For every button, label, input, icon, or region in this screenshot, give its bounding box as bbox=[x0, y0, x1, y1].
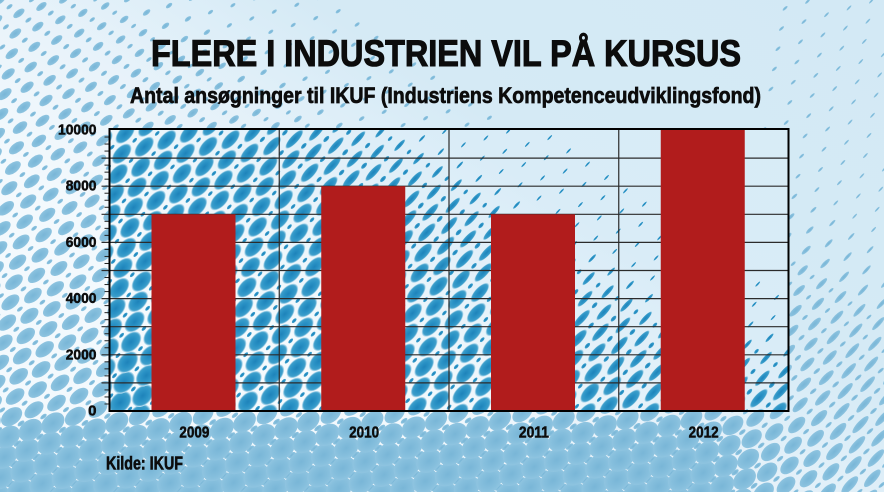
svg-text:2011: 2011 bbox=[519, 425, 549, 442]
svg-text:2012: 2012 bbox=[689, 425, 719, 442]
svg-text:2000: 2000 bbox=[66, 346, 97, 363]
svg-text:10000: 10000 bbox=[58, 122, 97, 139]
svg-text:4000: 4000 bbox=[66, 290, 97, 307]
svg-text:0: 0 bbox=[88, 403, 96, 420]
svg-text:Antal ansøgninger til IKUF (In: Antal ansøgninger til IKUF (Industriens … bbox=[130, 83, 761, 108]
svg-text:2010: 2010 bbox=[349, 425, 379, 442]
svg-text:FLERE I INDUSTRIEN VIL PÅ KURS: FLERE I INDUSTRIEN VIL PÅ KURSUS bbox=[151, 33, 741, 74]
svg-text:8000: 8000 bbox=[66, 178, 97, 195]
svg-text:6000: 6000 bbox=[66, 234, 97, 251]
svg-text:2009: 2009 bbox=[179, 425, 209, 442]
svg-text:Kilde: IKUF: Kilde: IKUF bbox=[106, 453, 183, 474]
